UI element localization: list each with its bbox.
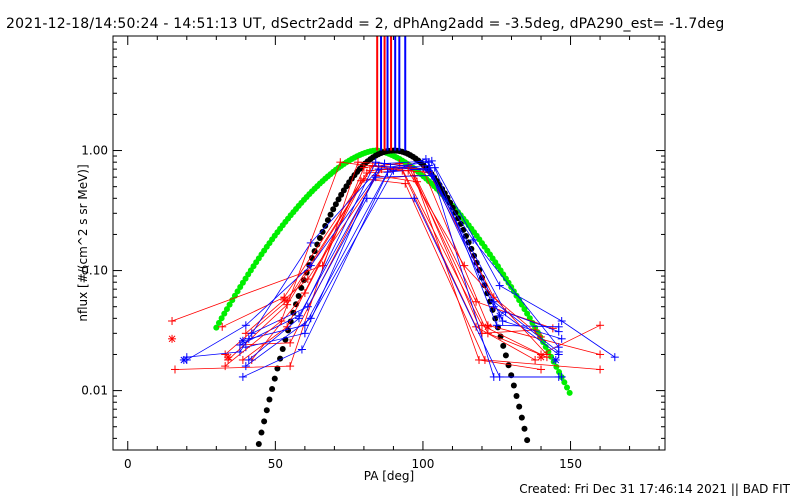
fit-point [542,343,549,350]
fit-point [298,284,305,291]
fit-point [221,310,228,317]
fit-point [335,196,342,203]
fit-point [516,297,523,304]
fit-point [316,235,323,242]
series-line [251,178,601,370]
asterisk-marker [537,353,545,361]
fit-point [566,389,573,396]
data-markers [168,295,560,364]
asterisk-marker [224,353,232,361]
series-line [224,161,548,367]
fit-point [295,292,302,299]
fit-point [510,382,517,389]
fit-point [457,220,464,227]
series-line [174,161,548,370]
fit-point [563,384,570,391]
series-line [248,167,559,340]
fit-point [548,353,555,360]
x-tick-label: 50 [268,457,283,471]
fit-point [502,352,509,359]
series-line [245,158,562,367]
asterisk-marker [168,335,176,343]
asterisk-marker [484,323,492,331]
fit-point [516,403,523,410]
fit-point [269,385,276,392]
asterisk-marker [180,356,188,364]
fit-point [314,241,321,248]
fit-point [508,372,515,379]
fit-point [213,324,220,331]
y-axis-label: nflux [#/(cm^2 s sr MeV)] [76,164,90,321]
x-tick-label: 100 [411,457,434,471]
vertical-lines [376,36,407,151]
fit-point [223,306,230,313]
series-line [239,175,536,346]
fit-point [330,206,337,213]
fit-point [332,201,339,208]
series-line [248,161,560,361]
asterisk-marker [552,356,560,364]
series-line [186,165,559,358]
x-tick-label: 0 [124,457,132,471]
fit-point [513,392,520,399]
fit-point [215,319,222,326]
data-series [168,155,619,381]
fit-point [324,217,331,224]
fit-point [540,338,547,345]
fit-point [263,407,270,414]
fit-point [521,306,528,313]
y-tick-label: 1.00 [81,144,108,158]
fit-point [338,191,345,198]
series-line [227,165,601,361]
fit-point [553,363,560,370]
chart-axes: 0 50 100 150 0.01 0.10 1.00 [81,35,665,471]
fit-point [447,199,454,206]
fit-point [279,346,286,353]
plot-frame [112,35,666,451]
fit-point [255,441,262,448]
series-line [186,160,616,361]
fit-point [261,418,268,425]
x-tick-label: 150 [559,457,582,471]
fit-point [521,425,528,432]
fit-curves [213,147,573,448]
fit-point [556,368,563,375]
asterisk-marker [496,312,504,320]
fit-point [258,429,265,436]
asterisk-marker [239,337,247,345]
fit-point [234,288,241,295]
fit-point [500,342,507,349]
series-line [251,197,562,378]
fit-point [319,228,326,235]
fit-point [505,362,512,369]
asterisk-marker [280,296,288,304]
fit-point [271,375,278,382]
y-tick-label: 0.10 [81,264,108,278]
fit-point [226,301,233,308]
footer-created: Created: Fri Dec 31 17:46:14 2021 || BAD… [519,482,790,496]
fit-point [218,315,225,322]
fit-point [463,232,470,239]
fit-point [524,310,531,317]
series-line [239,175,559,355]
x-axis-label: PA [deg] [364,469,414,483]
fit-point [518,414,525,421]
fit-point [266,396,273,403]
fit-point [274,365,281,372]
y-tick-label: 0.01 [81,384,108,398]
fit-point [327,211,334,218]
chart-title: 2021-12-18/14:50:24 - 14:51:13 UT, dSect… [6,16,725,32]
fit-point [322,222,329,229]
series-line [245,165,559,348]
fit-point [524,437,531,444]
fit-point [561,379,568,386]
fit-point [285,327,292,334]
